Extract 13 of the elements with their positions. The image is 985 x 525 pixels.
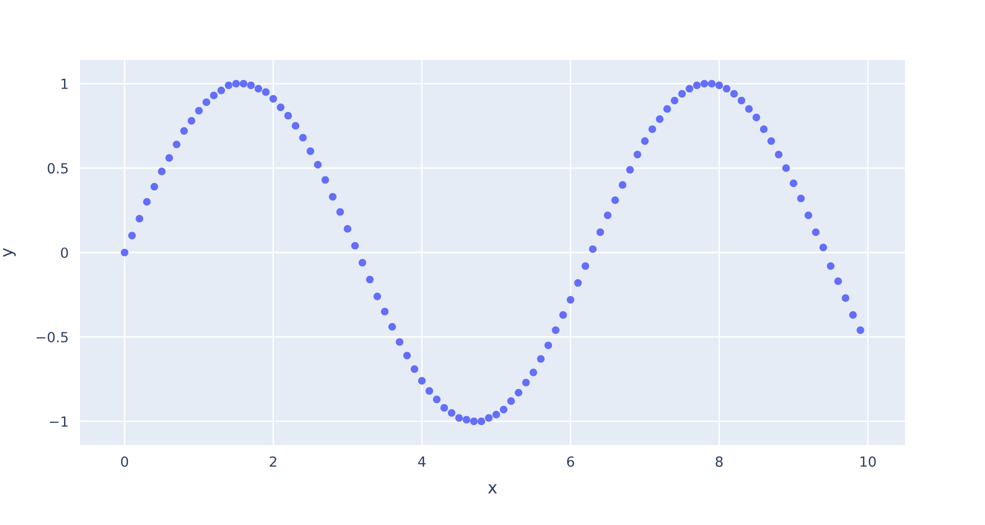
x-tick-label: 6 xyxy=(567,456,574,467)
x-axis-title: x xyxy=(488,484,497,494)
x-tick-label: 8 xyxy=(716,456,723,467)
y-tick-label: −0.5 xyxy=(36,332,68,342)
y-tick-label: −1 xyxy=(50,416,68,427)
x-tick-label: 4 xyxy=(418,456,426,467)
y-axis-title: y xyxy=(3,248,16,257)
x-tick-label: 0 xyxy=(121,456,128,467)
y-tick-label: 0 xyxy=(60,247,68,258)
x-tick-label: 2 xyxy=(270,456,276,467)
y-tick-label: 0.5 xyxy=(48,163,68,174)
y-tick-label: 1 xyxy=(62,78,68,89)
x-tick-label: 10 xyxy=(860,456,876,467)
